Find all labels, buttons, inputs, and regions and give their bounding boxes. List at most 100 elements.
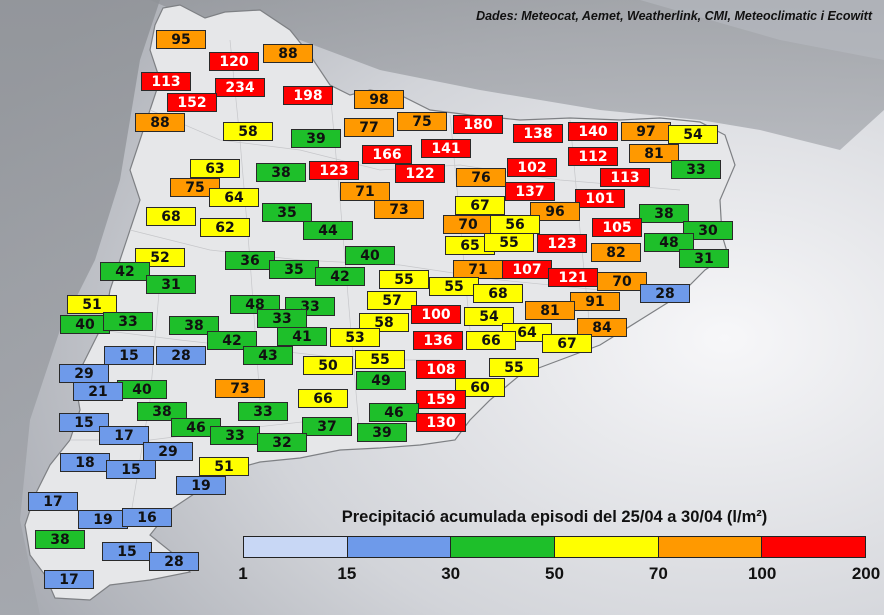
station-precip-label: 29 (59, 364, 109, 383)
station-precip-label: 76 (456, 168, 506, 187)
station-precip-label: 88 (263, 44, 313, 63)
station-precip-label: 55 (355, 350, 405, 369)
station-precip-label: 98 (354, 90, 404, 109)
station-precip-label: 68 (473, 284, 523, 303)
station-precip-label: 51 (199, 457, 249, 476)
station-precip-label: 32 (257, 433, 307, 452)
station-precip-label: 58 (223, 122, 273, 141)
station-precip-label: 73 (215, 379, 265, 398)
station-precip-label: 49 (356, 371, 406, 390)
station-precip-label: 84 (577, 318, 627, 337)
station-precip-label: 28 (156, 346, 206, 365)
station-precip-label: 38 (256, 163, 306, 182)
station-precip-label: 105 (592, 218, 642, 237)
station-precip-label: 37 (302, 417, 352, 436)
station-precip-label: 40 (117, 380, 167, 399)
station-precip-label: 46 (171, 418, 221, 437)
station-precip-label: 46 (369, 403, 419, 422)
station-precip-label: 18 (60, 453, 110, 472)
legend-tick-label: 30 (441, 564, 461, 583)
station-precip-label: 43 (243, 346, 293, 365)
station-precip-label: 123 (309, 161, 359, 180)
station-precip-label: 15 (106, 460, 156, 479)
station-precip-label: 55 (489, 358, 539, 377)
station-precip-label: 38 (639, 204, 689, 223)
station-precip-label: 75 (397, 112, 447, 131)
station-precip-label: 31 (679, 249, 729, 268)
station-precip-label: 55 (379, 270, 429, 289)
station-precip-label: 113 (141, 72, 191, 91)
station-precip-label: 33 (238, 402, 288, 421)
station-precip-label: 42 (207, 331, 257, 350)
station-precip-label: 67 (542, 334, 592, 353)
station-precip-label: 31 (146, 275, 196, 294)
station-precip-label: 63 (190, 159, 240, 178)
station-precip-label: 60 (455, 378, 505, 397)
station-precip-label: 53 (330, 328, 380, 347)
station-precip-label: 16 (122, 508, 172, 527)
station-precip-label: 35 (269, 260, 319, 279)
station-precip-label: 141 (421, 139, 471, 158)
legend-title: Precipitació acumulada episodi del 25/04… (341, 508, 768, 526)
station-precip-label: 54 (464, 307, 514, 326)
legend-swatch (762, 537, 866, 557)
legend-tick-label: 1 (238, 564, 248, 583)
station-precip-label: 38 (137, 402, 187, 421)
station-precip-label: 42 (100, 262, 150, 281)
legend-swatch (555, 537, 659, 557)
station-precip-label: 64 (209, 188, 259, 207)
station-precip-label: 21 (73, 382, 123, 401)
station-precip-label: 122 (395, 164, 445, 183)
station-precip-label: 88 (135, 113, 185, 132)
station-precip-label: 36 (225, 251, 275, 270)
station-precip-label: 180 (453, 115, 503, 134)
station-precip-label: 120 (209, 52, 259, 71)
station-precip-label: 66 (466, 331, 516, 350)
station-precip-label: 33 (103, 312, 153, 331)
station-precip-label: 67 (455, 196, 505, 215)
station-precip-label: 17 (28, 492, 78, 511)
legend-tick-label: 15 (337, 564, 357, 583)
station-precip-label: 73 (374, 200, 424, 219)
legend-swatch (658, 537, 763, 557)
station-precip-label: 33 (257, 309, 307, 328)
station-precip-label: 56 (490, 215, 540, 234)
legend-tick-label: 100 (747, 564, 777, 583)
legend-tick-label: 200 (851, 564, 881, 583)
station-precip-label: 70 (443, 215, 493, 234)
station-precip-label: 50 (303, 356, 353, 375)
station-precip-label: 113 (600, 168, 650, 187)
station-precip-label: 48 (644, 233, 694, 252)
station-precip-label: 28 (149, 552, 199, 571)
station-precip-label: 112 (568, 147, 618, 166)
station-precip-label: 108 (416, 360, 466, 379)
station-precip-label: 81 (629, 144, 679, 163)
station-precip-label: 29 (143, 442, 193, 461)
station-precip-label: 68 (146, 207, 196, 226)
station-precip-label: 35 (262, 203, 312, 222)
station-precip-label: 70 (597, 272, 647, 291)
legend-tick-label: 70 (648, 564, 668, 583)
station-precip-label: 82 (591, 243, 641, 262)
station-precip-label: 159 (416, 390, 466, 409)
station-precip-label: 102 (507, 158, 557, 177)
station-precip-label: 19 (78, 510, 128, 529)
station-precip-label: 54 (668, 125, 718, 144)
station-precip-label: 33 (210, 426, 260, 445)
station-precip-label: 130 (416, 413, 466, 432)
station-precip-label: 57 (367, 291, 417, 310)
station-precip-label: 51 (67, 295, 117, 314)
station-precip-label: 38 (35, 530, 85, 549)
station-precip-label: 62 (200, 218, 250, 237)
station-precip-label: 17 (44, 570, 94, 589)
station-precip-label: 137 (505, 182, 555, 201)
station-precip-label: 81 (525, 301, 575, 320)
legend-swatch (347, 537, 452, 557)
station-precip-label: 15 (104, 346, 154, 365)
legend-tick-label: 50 (545, 564, 564, 583)
station-precip-label: 121 (548, 268, 598, 287)
station-precip-label: 91 (570, 292, 620, 311)
station-precip-label: 17 (99, 426, 149, 445)
station-precip-label: 77 (344, 118, 394, 137)
station-precip-label: 136 (413, 331, 463, 350)
